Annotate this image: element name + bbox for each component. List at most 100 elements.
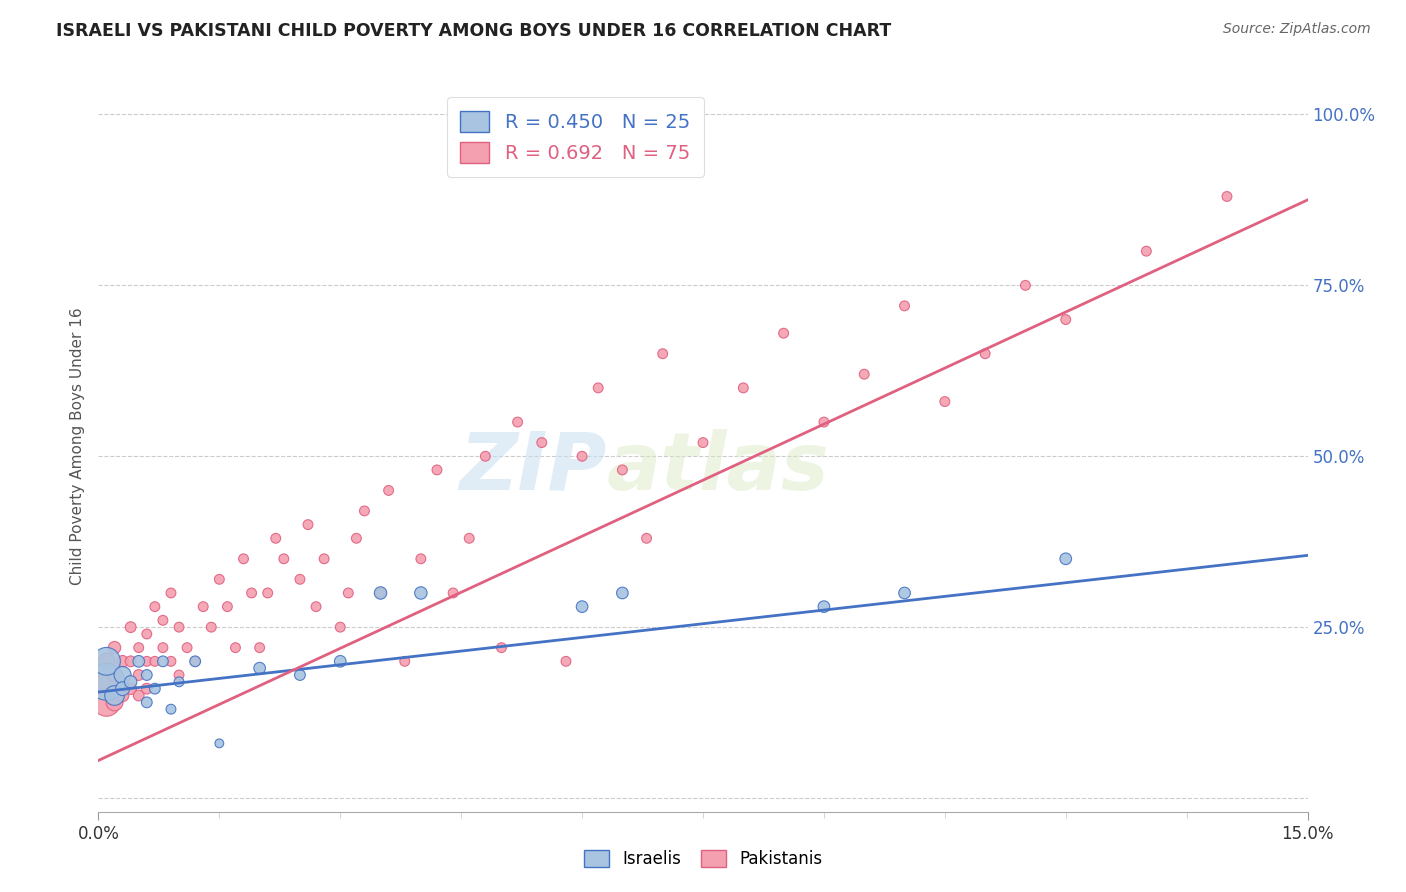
Point [135, 654, 157, 668]
Point [232, 551, 254, 566]
Point [120, 674, 142, 689]
Point [893, 299, 915, 313]
Point [377, 483, 399, 498]
Point [103, 668, 125, 682]
Point [96, 674, 118, 689]
Point [506, 415, 529, 429]
Point [612, 586, 634, 600]
Point [167, 668, 190, 682]
Point [297, 517, 319, 532]
Point [193, 599, 215, 614]
Point [128, 654, 150, 668]
Point [692, 435, 714, 450]
Point [128, 640, 150, 655]
Point [120, 654, 142, 668]
Point [264, 531, 287, 545]
Point [120, 620, 142, 634]
Point [893, 586, 915, 600]
Point [208, 572, 231, 586]
Point [491, 640, 513, 655]
Point [160, 586, 183, 600]
Point [353, 504, 375, 518]
Point [111, 654, 134, 668]
Point [934, 394, 956, 409]
Point [135, 627, 157, 641]
Point [184, 654, 207, 668]
Text: ISRAELI VS PAKISTANI CHILD POVERTY AMONG BOYS UNDER 16 CORRELATION CHART: ISRAELI VS PAKISTANI CHILD POVERTY AMONG… [56, 22, 891, 40]
Point [128, 668, 150, 682]
Point [458, 531, 481, 545]
Point [571, 599, 593, 614]
Text: atlas: atlas [606, 429, 830, 507]
Legend: Israelis, Pakistanis: Israelis, Pakistanis [576, 843, 830, 875]
Point [772, 326, 794, 341]
Point [305, 599, 328, 614]
Point [128, 689, 150, 703]
Point [1014, 278, 1036, 293]
Point [256, 586, 278, 600]
Text: ZIP: ZIP [458, 429, 606, 507]
Point [103, 695, 125, 709]
Point [571, 449, 593, 463]
Point [974, 347, 997, 361]
Point [143, 654, 166, 668]
Point [103, 640, 125, 655]
Point [530, 435, 553, 450]
Point [586, 381, 609, 395]
Point [240, 586, 263, 600]
Point [314, 551, 336, 566]
Point [96, 654, 118, 668]
Point [96, 654, 118, 668]
Point [184, 654, 207, 668]
Point [394, 654, 416, 668]
Point [288, 668, 311, 682]
Y-axis label: Child Poverty Among Boys Under 16: Child Poverty Among Boys Under 16 [69, 307, 84, 585]
Point [344, 531, 367, 545]
Text: Source: ZipAtlas.com: Source: ZipAtlas.com [1223, 22, 1371, 37]
Point [111, 681, 134, 696]
Point [224, 640, 246, 655]
Point [409, 586, 432, 600]
Point [120, 681, 142, 696]
Point [853, 368, 876, 382]
Point [733, 381, 755, 395]
Point [167, 674, 190, 689]
Point [135, 668, 157, 682]
Point [160, 654, 183, 668]
Point [208, 736, 231, 750]
Point [135, 695, 157, 709]
Point [167, 620, 190, 634]
Point [370, 586, 392, 600]
Point [337, 586, 360, 600]
Point [474, 449, 496, 463]
Point [636, 531, 658, 545]
Point [288, 572, 311, 586]
Point [96, 674, 118, 689]
Point [200, 620, 222, 634]
Point [409, 551, 432, 566]
Point [96, 695, 118, 709]
Point [555, 654, 578, 668]
Point [1135, 244, 1157, 259]
Point [152, 613, 174, 627]
Point [160, 702, 183, 716]
Point [135, 681, 157, 696]
Point [249, 661, 271, 675]
Point [813, 415, 835, 429]
Point [426, 463, 449, 477]
Point [176, 640, 198, 655]
Point [651, 347, 673, 361]
Point [612, 463, 634, 477]
Point [813, 599, 835, 614]
Point [329, 620, 352, 634]
Point [1216, 189, 1239, 203]
Point [143, 681, 166, 696]
Point [370, 586, 392, 600]
Point [249, 640, 271, 655]
Point [111, 689, 134, 703]
Point [441, 586, 464, 600]
Point [217, 599, 239, 614]
Legend: R = 0.450   N = 25, R = 0.692   N = 75: R = 0.450 N = 25, R = 0.692 N = 75 [447, 97, 704, 177]
Point [103, 689, 125, 703]
Point [1054, 551, 1077, 566]
